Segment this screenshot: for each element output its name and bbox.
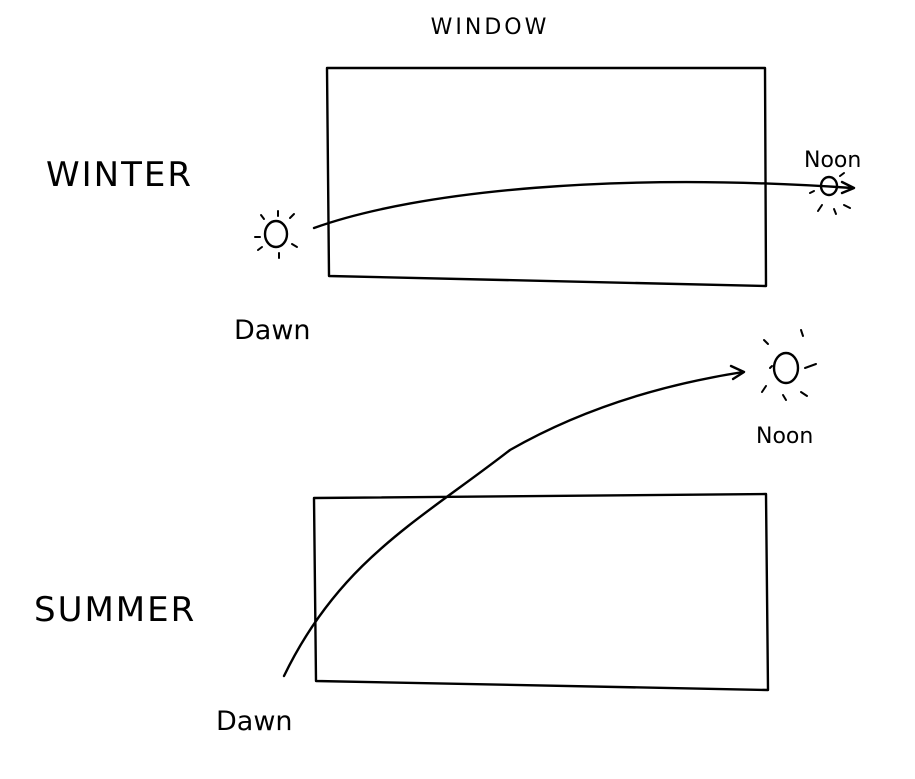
summer-noon-label: Noon [756, 424, 813, 449]
summer-sun-path [282, 370, 745, 678]
winter-section: WINTER [46, 66, 861, 346]
winter-noon-label: Noon [804, 148, 861, 173]
winter-path-arrowhead [840, 180, 856, 195]
summer-window-frame [312, 492, 770, 692]
summer-path-arrowhead [729, 364, 746, 381]
winter-sun-path [312, 180, 854, 230]
summer-section: SUMMER Noon Dawn [34, 329, 817, 737]
winter-dawn-label: Dawn [234, 315, 311, 346]
winter-season-label: WINTER [46, 155, 193, 195]
winter-window-frame [325, 66, 768, 288]
summer-noon-sun-icon [761, 329, 817, 401]
winter-dawn-sun-icon [254, 210, 298, 259]
winter-noon-sun-icon [809, 172, 851, 215]
window-title: WINDOW [431, 15, 550, 40]
summer-season-label: SUMMER [34, 590, 196, 630]
summer-dawn-label: Dawn [216, 706, 293, 737]
